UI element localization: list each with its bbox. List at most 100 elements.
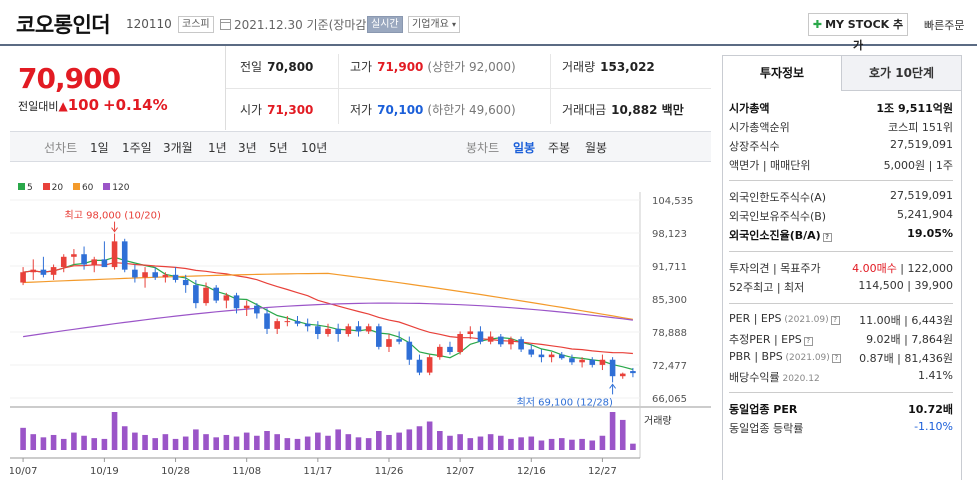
candle	[416, 354, 423, 376]
range-1y[interactable]: 1년	[208, 141, 227, 155]
info-row: PBR | BPS (2021.09)? 0.87배 | 81,436원	[729, 350, 953, 368]
realtime-button[interactable]: 실시간	[367, 16, 403, 33]
range-1d[interactable]: 1일	[90, 141, 109, 155]
candle	[243, 300, 250, 316]
company-overview-dropdown[interactable]: 기업개요 ▾	[408, 16, 461, 33]
fast-order-link[interactable]: 빠른주문	[924, 19, 965, 32]
candle-body	[538, 354, 545, 358]
volume-bar	[335, 429, 341, 450]
candle-body	[477, 331, 484, 342]
volume-bar	[538, 440, 545, 450]
help-icon[interactable]: ?	[831, 354, 841, 363]
period-daily[interactable]: 일봉	[513, 141, 536, 155]
volume-bar	[558, 438, 565, 450]
price-stats: 전일 70,800 시가 71,300 고가 71,900 (상한가 92,000) 저…	[225, 46, 711, 130]
candle	[213, 285, 219, 304]
candle	[101, 241, 108, 268]
candle-body	[619, 373, 626, 377]
x-tick-label: 11/26	[375, 466, 404, 477]
legend-ma120: 120	[103, 183, 129, 193]
volume-bar	[223, 434, 230, 450]
candle	[335, 323, 341, 342]
candle-body	[609, 359, 616, 377]
add-mystock-button[interactable]: ✚ MY STOCK 추가	[808, 13, 908, 52]
candle	[579, 357, 585, 368]
volume-bar	[91, 438, 98, 450]
volume-bar	[569, 439, 575, 450]
help-icon[interactable]: ?	[822, 233, 832, 242]
info-label: 추정PER | EPS?	[729, 331, 813, 347]
candle-body	[172, 274, 179, 280]
candle	[508, 336, 514, 350]
info-period-tag: 2020.12	[779, 374, 820, 384]
stat-prev-close: 전일 70,800	[240, 60, 314, 74]
info-label: 투자의견 | 목표주가	[729, 262, 821, 275]
candle-body	[20, 272, 26, 283]
info-value: 27,519,091	[890, 138, 953, 151]
volume-bar	[162, 434, 169, 450]
volume-bar	[497, 435, 504, 450]
candle	[457, 331, 463, 355]
candle-body	[274, 321, 280, 329]
info-label: 시가총액	[729, 102, 770, 115]
range-3m[interactable]: 3개월	[163, 141, 193, 155]
range-3y[interactable]: 3년	[238, 141, 257, 155]
volume-bar	[609, 412, 616, 450]
candle	[30, 259, 37, 280]
info-value: 19.05%	[907, 227, 953, 240]
info-label: 동일업종 PER	[729, 403, 798, 416]
candle	[294, 315, 301, 327]
x-axis-ticks: 10/07 10/19 10/28 11/08 11/17 11/26 12/07 12/16…	[10, 458, 617, 477]
y-tick-label: 98,123	[652, 229, 687, 240]
min-arrow-head	[609, 383, 616, 389]
candle	[315, 321, 321, 340]
volume-bar	[294, 438, 301, 450]
volume-bar	[457, 434, 463, 450]
candlestick-chart[interactable]: 104,535 98,123 91,711 85,300 78,888 72,477 66,…	[10, 162, 711, 480]
range-5y[interactable]: 5년	[269, 141, 288, 155]
candle-body	[91, 259, 98, 265]
candle-body	[142, 272, 148, 278]
candle	[203, 282, 209, 306]
volume-label: 거래량	[644, 415, 672, 427]
tab-quote-10[interactable]: 호가 10단계	[842, 56, 961, 91]
volume-bar	[30, 434, 37, 450]
volume-bar	[213, 437, 219, 450]
candle	[152, 267, 159, 280]
x-tick-label: 11/08	[232, 466, 261, 477]
range-1w[interactable]: 1주일	[122, 141, 152, 155]
candle-body	[294, 321, 301, 324]
candle	[304, 318, 311, 332]
base-date: 2021.12.30 기준(장마감)	[220, 16, 371, 33]
volume-bar	[182, 436, 189, 450]
candle	[569, 354, 575, 365]
y-tick-label: 72,477	[652, 361, 687, 372]
info-row: 시가총액 1조 9,511억원	[729, 100, 953, 118]
volume-bar	[81, 435, 87, 450]
tab-invest-info[interactable]: 투자정보	[723, 56, 842, 91]
candle-body	[548, 354, 555, 358]
info-label: 상장주식수	[729, 140, 780, 153]
volume-bar	[284, 438, 291, 450]
ma-legend: 5 20 60 120	[18, 183, 136, 193]
info-value: 0.87배 | 81,436원	[859, 352, 953, 365]
volume-bar	[132, 432, 138, 450]
period-weekly[interactable]: 주봉	[548, 141, 571, 155]
volume-bar	[376, 431, 382, 450]
x-tick-label: 12/16	[517, 466, 546, 477]
candle-body	[467, 331, 474, 334]
help-icon[interactable]: ?	[830, 316, 840, 325]
candle	[284, 315, 291, 327]
info-row: 액면가 | 매매단위 5,000원 | 1주	[729, 157, 953, 175]
ma120-line	[23, 302, 633, 338]
candle-body	[243, 305, 250, 309]
range-10y[interactable]: 10년	[301, 141, 328, 155]
period-monthly[interactable]: 월봉	[585, 141, 608, 155]
candle-body	[355, 326, 362, 332]
candle	[142, 267, 148, 288]
candle	[558, 352, 565, 360]
info-row: 동일업종 등락률 -1.10%	[729, 420, 953, 438]
candle	[630, 367, 636, 378]
help-icon[interactable]: ?	[803, 337, 813, 346]
candle	[132, 264, 138, 283]
